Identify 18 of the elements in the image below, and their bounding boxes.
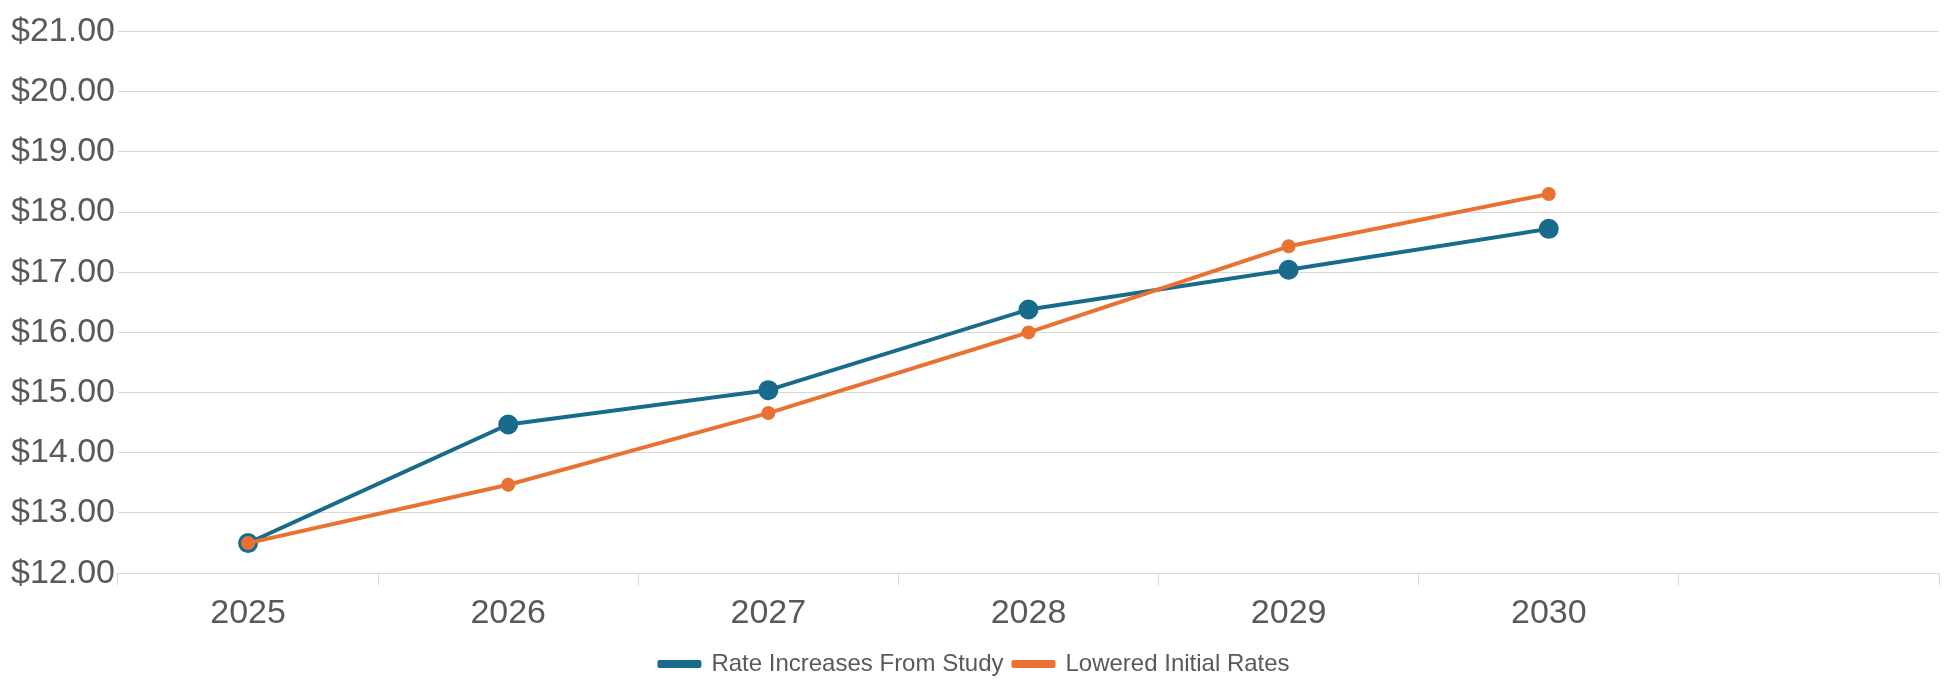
x-tick-label: 2028: [990, 591, 1067, 630]
y-tick-label: $20.00: [10, 69, 115, 108]
legend-label: Rate Increases From Study: [711, 648, 1004, 676]
y-tick-label: $12.00: [10, 551, 115, 590]
x-tick-label: 2025: [210, 591, 286, 630]
y-tick-label: $17.00: [10, 250, 115, 289]
y-tick-label: $19.00: [10, 130, 115, 169]
x-tick-label: 2027: [730, 591, 807, 630]
y-tick-label: $15.00: [10, 370, 115, 409]
y-tick-label: $16.00: [10, 310, 115, 349]
y-tick-label: $13.00: [10, 491, 115, 530]
y-tick-label: $21.00: [10, 9, 115, 48]
legend-label: Lowered Initial Rates: [1065, 648, 1290, 676]
x-tick-label: 2026: [470, 591, 547, 630]
x-tick-label: 2029: [1250, 591, 1327, 630]
y-tick-label: $18.00: [10, 190, 115, 229]
y-tick-label: $14.00: [10, 431, 115, 470]
x-tick-label: 2030: [1510, 591, 1587, 630]
